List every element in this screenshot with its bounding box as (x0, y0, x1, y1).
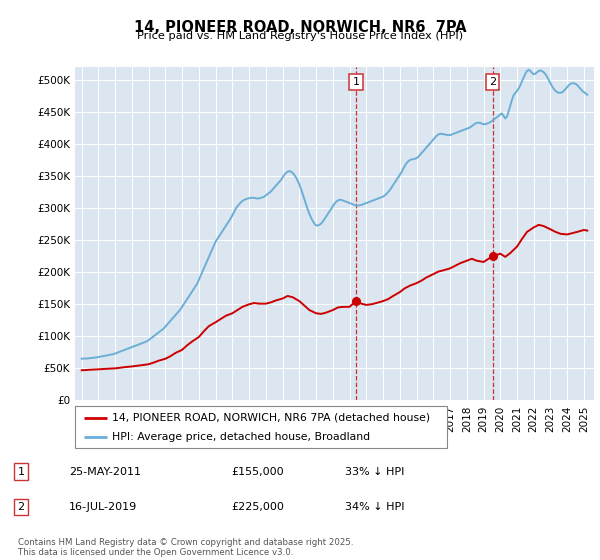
Text: 1: 1 (17, 466, 25, 477)
Text: Contains HM Land Registry data © Crown copyright and database right 2025.
This d: Contains HM Land Registry data © Crown c… (18, 538, 353, 557)
Text: 14, PIONEER ROAD, NORWICH, NR6  7PA: 14, PIONEER ROAD, NORWICH, NR6 7PA (134, 20, 466, 35)
Text: 34% ↓ HPI: 34% ↓ HPI (345, 502, 404, 512)
Text: £225,000: £225,000 (231, 502, 284, 512)
Text: 2: 2 (489, 77, 496, 87)
Text: 1: 1 (352, 77, 359, 87)
Text: 25-MAY-2011: 25-MAY-2011 (69, 466, 141, 477)
Text: 2: 2 (17, 502, 25, 512)
Text: £155,000: £155,000 (231, 466, 284, 477)
Text: Price paid vs. HM Land Registry's House Price Index (HPI): Price paid vs. HM Land Registry's House … (137, 31, 463, 41)
Text: HPI: Average price, detached house, Broadland: HPI: Average price, detached house, Broa… (112, 432, 370, 442)
FancyBboxPatch shape (75, 406, 447, 448)
Text: 16-JUL-2019: 16-JUL-2019 (69, 502, 137, 512)
Text: 33% ↓ HPI: 33% ↓ HPI (345, 466, 404, 477)
Text: 14, PIONEER ROAD, NORWICH, NR6 7PA (detached house): 14, PIONEER ROAD, NORWICH, NR6 7PA (deta… (112, 413, 430, 423)
